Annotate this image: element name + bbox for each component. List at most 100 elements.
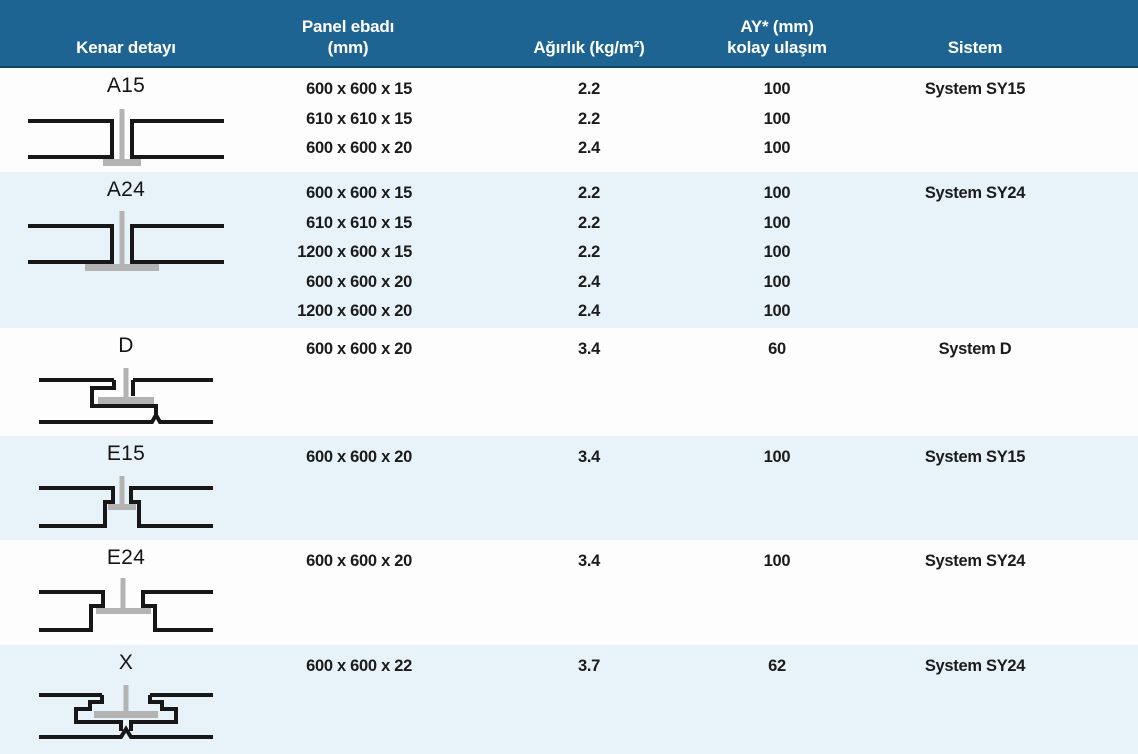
grid-flange-shape [85, 264, 159, 271]
column-header-label: Kenar detayı [76, 38, 176, 57]
weight-cell: 3.4 [414, 436, 685, 541]
profile-e15-diagram [39, 476, 213, 528]
edge-detail-label: E15 [106, 442, 146, 465]
panel-outline-shape [28, 119, 114, 159]
table-row-e24: E24 600 x 600 x 20 3.4 100 System SY24 [0, 540, 1138, 645]
panel-sizes-cell: 600 x 600 x 20 [252, 328, 414, 437]
system-value: System SY15 [924, 448, 1026, 466]
system-cell: System D [869, 328, 1138, 437]
panel-outline-shape [39, 410, 213, 424]
edge-detail-cell: D [0, 328, 252, 437]
weight-cell: 2.2 2.2 2.2 2.4 2.4 [414, 172, 685, 328]
weight-value: 3.4 [577, 552, 601, 570]
panel-size-value: 600 x 600 x 15 [306, 184, 412, 202]
edge-detail-label: X [118, 651, 134, 674]
weight-cell: 3.4 [414, 328, 685, 437]
weight-value: 2.2 [577, 243, 601, 261]
weight-value: 3.4 [577, 448, 601, 466]
edge-detail-label: A15 [106, 74, 146, 97]
column-header-label-line1: AY* (mm) [740, 17, 814, 36]
system-cell: System SY15 [869, 436, 1138, 541]
system-value: System SY24 [924, 657, 1026, 675]
panel-outline-shape [141, 590, 213, 632]
system-value: System SY24 [924, 184, 1026, 202]
weight-value: 2.2 [577, 80, 601, 98]
ay-value: 100 [763, 272, 791, 291]
panel-size-value: 600 x 600 x 15 [306, 80, 412, 98]
ay-value: 100 [763, 448, 791, 466]
panel-size-value: 600 x 600 x 20 [306, 139, 412, 157]
system-value: System SY15 [924, 80, 1026, 98]
profile-d-diagram [39, 368, 213, 424]
ay-value: 100 [763, 184, 791, 202]
panel-sizes-cell: 600 x 600 x 20 [252, 540, 414, 645]
edge-detail-cell: E24 [0, 540, 252, 645]
system-cell: System SY24 [869, 645, 1138, 754]
weight-value: 2.2 [577, 213, 601, 232]
grid-stem-shape [119, 476, 125, 508]
weight-value: 2.4 [577, 139, 601, 157]
weight-cell: 3.4 [414, 540, 685, 645]
column-header-kenar-detayi: Kenar detayı [0, 0, 252, 66]
profile-a15-diagram [28, 109, 224, 166]
system-value: System D [938, 340, 1012, 358]
table-row-e15: E15 600 x 600 x 20 3.4 100 System SY15 [0, 436, 1138, 540]
grid-stem-shape [119, 109, 125, 165]
panel-outline-shape [39, 590, 105, 632]
profile-e24-diagram [39, 578, 213, 632]
ay-value: 100 [763, 213, 791, 232]
grid-stem-shape [119, 211, 125, 271]
weight-value: 3.7 [577, 657, 601, 675]
ay-cell: 100 100 100 [685, 68, 869, 175]
ay-value: 100 [763, 80, 791, 98]
panel-size-value: 1200 x 600 x 15 [297, 243, 412, 261]
grid-flange-shape [94, 711, 158, 718]
grid-flange-shape [98, 397, 154, 404]
edge-detail-cell: E15 [0, 436, 252, 541]
grid-stem-shape [123, 368, 129, 404]
weight-value: 2.4 [577, 302, 601, 320]
panel-sizes-cell: 600 x 600 x 20 [252, 436, 414, 541]
weight-value: 2.2 [577, 184, 601, 202]
edge-detail-cell: X [0, 645, 252, 754]
grid-stem-shape [120, 578, 126, 612]
ay-value: 62 [768, 657, 786, 675]
ay-cell: 100 [685, 540, 869, 645]
panel-outline-shape [39, 486, 115, 528]
table-row-a24: A24 600 x 600 x 15 610 x 610 x 15 1200 x 60… [0, 172, 1138, 328]
panel-size-value: 600 x 600 x 22 [306, 657, 412, 675]
ay-cell: 60 [685, 328, 869, 437]
panel-outline-shape [28, 224, 114, 264]
column-header-label: Panel ebadı (mm) [301, 17, 395, 57]
panel-sizes-cell: 600 x 600 x 22 [252, 645, 414, 754]
column-header-ay: AY* (mm) kolay ulaşım [685, 0, 869, 66]
column-header-sistem: Sistem [869, 0, 1138, 66]
profile-x-diagram [39, 685, 213, 739]
ay-cell: 100 [685, 436, 869, 541]
table-row-d: D 600 x 600 x 20 3.4 60 System D [0, 328, 1138, 436]
grid-flange-shape [108, 504, 136, 510]
ay-value: 100 [763, 139, 791, 157]
ay-value: 100 [763, 109, 791, 128]
column-header-agirlik: Ağırlık (kg/m²) [414, 0, 685, 66]
table-header: Kenar detayı Panel ebadı (mm) Ağırlık (k… [0, 0, 1138, 68]
panel-outline-shape [74, 695, 123, 731]
edge-detail-label: A24 [106, 178, 146, 201]
grid-flange-shape [103, 159, 141, 166]
panel-size-value: 610 x 610 x 15 [306, 213, 412, 232]
weight-value: 2.2 [577, 109, 601, 128]
ay-value: 100 [763, 552, 791, 570]
weight-cell: 3.7 [414, 645, 685, 754]
ay-value: 100 [763, 302, 791, 320]
panel-size-value: 600 x 600 x 20 [306, 552, 412, 570]
weight-cell: 2.2 2.2 2.4 [414, 68, 685, 175]
system-cell: System SY24 [869, 172, 1138, 328]
system-cell: System SY15 [869, 68, 1138, 175]
edge-detail-cell: A24 [0, 172, 252, 328]
panel-size-value: 610 x 610 x 15 [306, 109, 412, 128]
ay-value: 60 [768, 340, 786, 358]
panel-outline-shape [129, 695, 178, 731]
table-body: A15 600 x 600 x 15 610 x 610 x 15 600 x 600… [0, 68, 1138, 754]
grid-flange-shape [96, 608, 151, 614]
